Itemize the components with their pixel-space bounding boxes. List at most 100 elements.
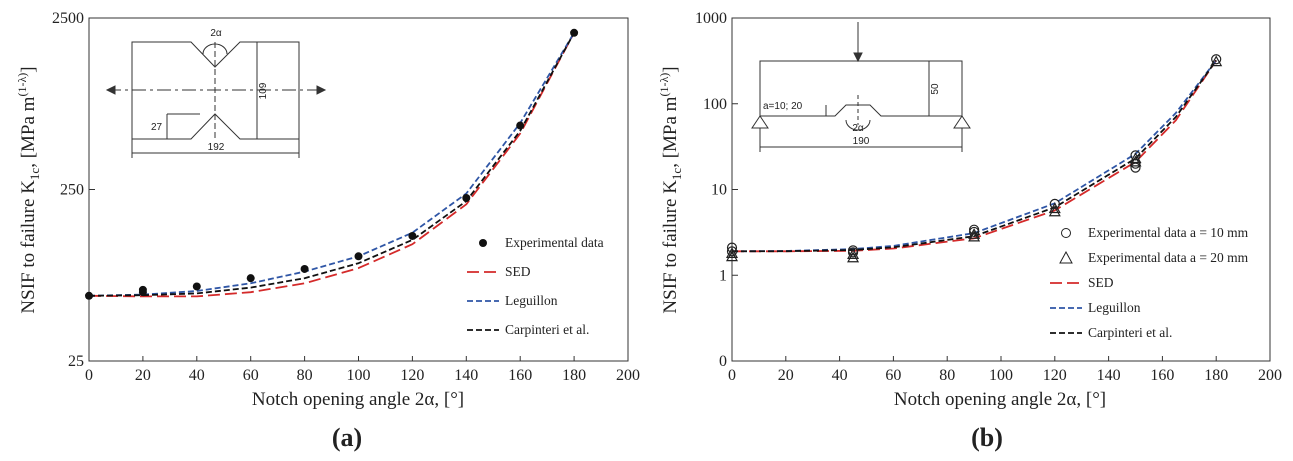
curve-carpinteri-et-al- bbox=[88, 32, 575, 297]
y-axis-ticks-a: 25 250 2500 bbox=[52, 10, 95, 370]
x-axis-ticks-a: 0 20 40 60 80 100 120 140 160 180 200 bbox=[85, 356, 640, 384]
data-point-a10 bbox=[1049, 198, 1060, 209]
data-point-a10 bbox=[1130, 162, 1141, 173]
legend-label: Leguillon bbox=[505, 293, 558, 308]
chart-panel-a: 0 20 40 60 80 100 120 140 160 180 200 25 250 2500 Ex… bbox=[15, 10, 640, 452]
data-point-a10 bbox=[1130, 158, 1141, 169]
legend-marker bbox=[1059, 250, 1073, 264]
support-right-b bbox=[953, 115, 971, 129]
x-tick-label: 80 bbox=[297, 367, 313, 384]
data-point-a20 bbox=[1048, 202, 1061, 214]
y-axis-ticks-b: 0 1 10 100 1000 bbox=[695, 10, 738, 370]
inset-angle-label-b: 2α bbox=[852, 123, 864, 134]
x-tick-label: 100 bbox=[347, 367, 371, 384]
legend-b: Experimental data a = 10 mm Experimental … bbox=[1050, 225, 1249, 340]
legend-label: Experimental data bbox=[505, 235, 604, 250]
beam-outline-b bbox=[759, 60, 963, 117]
legend-a: Experimental data SED Leguillon Carpinteri … bbox=[467, 235, 604, 337]
plot-area-b bbox=[731, 17, 1271, 362]
data-point-a20 bbox=[847, 251, 860, 263]
specimen-inset-b bbox=[751, 22, 971, 152]
curve-sed bbox=[732, 59, 1217, 253]
y-tick-label: 0 bbox=[719, 353, 727, 370]
y-tick-label: 10 bbox=[711, 182, 727, 199]
curve-leguillon bbox=[731, 59, 1217, 253]
data-point bbox=[192, 282, 201, 291]
y-axis-label-b-close: ] bbox=[660, 66, 681, 72]
load-arrow-b bbox=[853, 52, 863, 63]
x-tick-label: 80 bbox=[939, 367, 955, 384]
data-point-a20 bbox=[968, 230, 981, 242]
data-point-a10 bbox=[847, 247, 859, 258]
x-axis-label-a: Notch opening angle 2α, [°] bbox=[252, 389, 464, 410]
x-tick-label: 0 bbox=[85, 367, 93, 384]
x-tick-label: 100 bbox=[989, 367, 1013, 384]
data-point bbox=[516, 121, 525, 130]
legend-label: Experimental data a = 10 mm bbox=[1088, 225, 1249, 240]
x-tick-label: 160 bbox=[508, 367, 532, 384]
data-point-a20 bbox=[847, 248, 860, 260]
x-tick-label: 20 bbox=[778, 367, 794, 384]
panel-label-b: (b) bbox=[971, 423, 1003, 452]
x-tick-label: 20 bbox=[135, 367, 151, 384]
x-tick-label: 160 bbox=[1150, 367, 1174, 384]
y-axis-label-a-main: NSIF to failure K bbox=[18, 180, 39, 314]
specimen-inset-a bbox=[105, 41, 327, 158]
support-left-b bbox=[751, 115, 769, 129]
curves-a bbox=[88, 32, 575, 298]
load-arrow-left-a bbox=[105, 85, 116, 95]
data-point bbox=[85, 291, 93, 300]
y-axis-label-a-exp: (1-λ) bbox=[15, 73, 29, 97]
y-axis-label-a: NSIF to failure K1c, [MPa m(1-λ)] bbox=[15, 66, 42, 313]
data-point bbox=[138, 285, 147, 294]
data-point-a20 bbox=[968, 228, 981, 239]
data-point-a10 bbox=[1130, 150, 1141, 161]
inset-height-label-a: 109 bbox=[258, 82, 269, 99]
legend-label: Experimental data a = 20 mm bbox=[1088, 250, 1249, 265]
inset-angle-label-a: 2α bbox=[210, 28, 222, 39]
x-tick-label: 180 bbox=[562, 367, 586, 384]
x-axis-ticks-b: 0 20 40 60 80 100 120 140 160 180 200 bbox=[728, 356, 1282, 384]
legend-label: Carpinteri et al. bbox=[1088, 325, 1172, 340]
data-point bbox=[246, 274, 255, 283]
y-axis-label-a-units: , [MPa m bbox=[18, 96, 39, 167]
x-axis-label-b: Notch opening angle 2α, [°] bbox=[894, 389, 1106, 410]
data-point-a10 bbox=[968, 226, 980, 238]
y-tick-label: 1000 bbox=[695, 10, 727, 27]
x-tick-label: 120 bbox=[400, 367, 424, 384]
x-tick-label: 60 bbox=[243, 367, 259, 384]
y-axis-label-b: NSIF to failure K1c, [MPa m(1-λ)] bbox=[657, 66, 684, 313]
y-axis-label-a-close: ] bbox=[18, 66, 39, 72]
legend-label: Leguillon bbox=[1088, 300, 1141, 315]
load-arrow-right-a bbox=[316, 85, 327, 95]
data-point bbox=[462, 194, 471, 203]
y-tick-label: 25 bbox=[68, 353, 84, 370]
inset-depth-label-a: 27 bbox=[151, 122, 163, 133]
legend-label: Carpinteri et al. bbox=[505, 322, 589, 337]
y-axis-label-b-units: , [MPa m bbox=[660, 96, 681, 167]
angle-arc-a bbox=[202, 43, 228, 55]
plot-area-a bbox=[88, 17, 629, 362]
y-tick-label: 2500 bbox=[52, 10, 84, 27]
y-tick-label: 100 bbox=[703, 96, 727, 113]
inset-length-label-a: 192 bbox=[208, 142, 225, 153]
legend-marker bbox=[1061, 228, 1071, 238]
data-point bbox=[408, 231, 417, 240]
y-tick-label: 1 bbox=[719, 267, 727, 284]
x-tick-label: 140 bbox=[1097, 367, 1121, 384]
inset-height-label-b: 50 bbox=[930, 83, 941, 95]
curve-leguillon bbox=[88, 32, 575, 297]
data-point-a20 bbox=[1129, 155, 1142, 167]
data-point-a20 bbox=[1129, 152, 1142, 164]
x-tick-label: 0 bbox=[728, 367, 736, 384]
data-point bbox=[300, 264, 309, 273]
x-tick-label: 40 bbox=[832, 367, 848, 384]
x-tick-label: 60 bbox=[885, 367, 901, 384]
data-point bbox=[570, 28, 579, 37]
x-tick-label: 180 bbox=[1204, 367, 1228, 384]
curves-b bbox=[731, 59, 1217, 253]
data-point-a20 bbox=[725, 247, 739, 258]
angle-arc-b bbox=[845, 119, 871, 131]
chart-panel-b: 0 20 40 60 80 100 120 140 160 180 200 01101001000 … bbox=[657, 10, 1282, 452]
